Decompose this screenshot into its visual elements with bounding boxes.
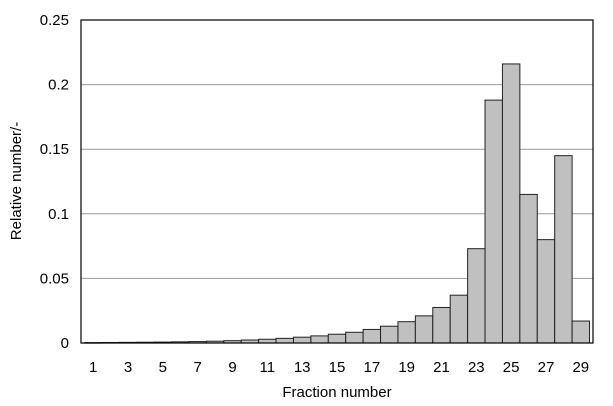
x-tick-label: 27 bbox=[538, 359, 555, 376]
bar-fraction-16 bbox=[345, 331, 364, 344]
x-tick-label: 21 bbox=[433, 359, 450, 376]
bar-fraction-25 bbox=[501, 63, 521, 344]
x-tick-label: 7 bbox=[194, 359, 202, 376]
bar-fraction-21 bbox=[432, 306, 451, 344]
x-tick-label: 11 bbox=[260, 359, 276, 376]
x-tick-label: 5 bbox=[159, 359, 167, 376]
y-axis-title: Relative number/- bbox=[8, 122, 25, 240]
x-tick-label: 17 bbox=[363, 359, 380, 376]
bar-fraction-20 bbox=[414, 315, 434, 344]
bar-fraction-29 bbox=[571, 320, 591, 344]
y-tick-label: 0.2 bbox=[48, 77, 69, 94]
y-tick-label: 0.05 bbox=[40, 270, 69, 287]
x-tick-label: 1 bbox=[89, 359, 97, 376]
bar-fraction-22 bbox=[449, 294, 469, 344]
bar-fraction-17 bbox=[362, 328, 382, 344]
plot-frame bbox=[80, 19, 594, 344]
bar-fraction-28 bbox=[554, 155, 573, 344]
bar-fraction-26 bbox=[519, 193, 538, 344]
x-axis-ticks: 1 3 5 7 9 11 13 15 17 19 21 23 25 27 29 bbox=[89, 359, 589, 376]
bar-fraction-18 bbox=[380, 325, 399, 344]
x-tick-label: 19 bbox=[398, 359, 415, 376]
bar-fraction-12 bbox=[275, 337, 294, 344]
x-tick-label: 9 bbox=[228, 359, 236, 376]
y-axis-ticks: 0 0.05 0.1 0.15 0.2 0.25 bbox=[40, 12, 69, 352]
x-tick-label: 3 bbox=[124, 359, 132, 376]
x-axis-title: Fraction number bbox=[282, 384, 391, 401]
y-tick-label: 0.25 bbox=[40, 12, 69, 29]
bar-fraction-24 bbox=[484, 99, 503, 344]
x-tick-label: 25 bbox=[503, 359, 520, 376]
bar-fraction-13 bbox=[292, 336, 312, 344]
x-tick-label: 29 bbox=[572, 359, 589, 376]
bar-fraction-27 bbox=[536, 239, 556, 344]
x-tick-label: 13 bbox=[294, 359, 311, 376]
bars bbox=[83, 63, 591, 344]
bar-fraction-23 bbox=[467, 248, 486, 344]
bar-fraction-19 bbox=[397, 321, 416, 344]
y-tick-label: 0.1 bbox=[48, 206, 69, 223]
y-tick-label: 0 bbox=[61, 335, 69, 352]
x-tick-label: 23 bbox=[468, 359, 485, 376]
y-tick-label: 0.15 bbox=[40, 141, 69, 158]
bar-fraction-14 bbox=[310, 335, 329, 344]
x-tick-label: 15 bbox=[329, 359, 346, 376]
bar-fraction-15 bbox=[327, 333, 347, 344]
